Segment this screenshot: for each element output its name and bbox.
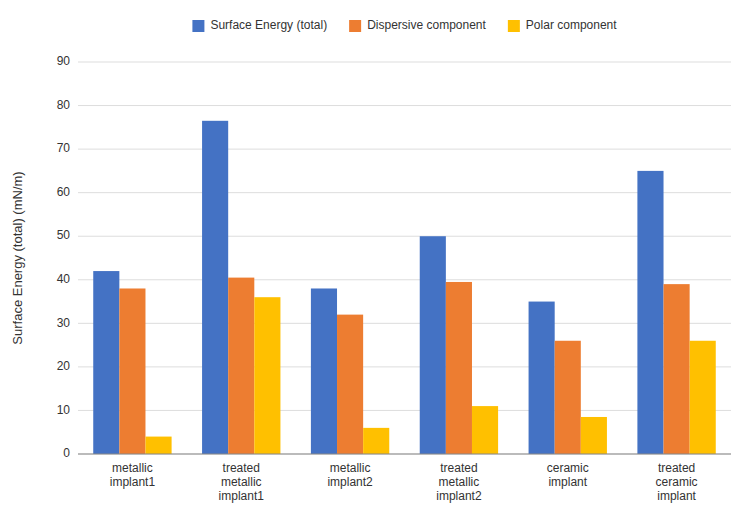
x-tick-label: metallicimplant2 [327, 461, 373, 489]
page: {"chart_data": {"type": "bar", "categori… [0, 0, 751, 532]
y-tick-label: 80 [57, 98, 71, 112]
y-tick-label: 10 [57, 403, 71, 417]
x-axis: metallicimplant1treatedmetallicimplant1m… [110, 461, 698, 503]
bar [363, 428, 389, 454]
y-tick-label: 0 [63, 446, 70, 460]
bar [202, 121, 228, 454]
x-tick-label-line: treated [440, 461, 477, 475]
grid-line [78, 454, 731, 455]
legend-swatch [192, 20, 204, 32]
x-tick-label-line: metallic [439, 475, 480, 489]
x-axis-line [78, 454, 731, 455]
x-tick-label-line: implant1 [219, 489, 265, 503]
bar [420, 236, 446, 454]
grid-line [78, 279, 731, 280]
bar [311, 288, 337, 454]
grid-line [78, 366, 731, 367]
bar [93, 271, 119, 454]
x-tick-label-line: implant2 [436, 489, 482, 503]
x-tick-label-line: implant2 [327, 475, 373, 489]
bar [472, 406, 498, 454]
x-tick-label: treatedmetallicimplant1 [219, 461, 265, 503]
y-tick-label: 70 [57, 141, 71, 155]
grid: 0 10 20 30 40 50 60 70 80 90 [57, 54, 731, 460]
bar [228, 278, 254, 454]
grid-line [78, 410, 731, 411]
x-tick-label: treatedmetallicimplant2 [436, 461, 482, 503]
x-tick-label-line: metallic [221, 475, 262, 489]
bars [93, 121, 716, 454]
bar [664, 284, 690, 454]
y-tick-label: 40 [57, 272, 71, 286]
legend-label: Dispersive component [367, 18, 486, 32]
x-tick-label-line: implant1 [110, 475, 156, 489]
x-tick-label: metallicimplant1 [110, 461, 156, 489]
legend-label: Polar component [526, 18, 617, 32]
y-tick-label: 30 [57, 316, 71, 330]
bar [637, 171, 663, 454]
x-tick-label-line: treated [658, 461, 695, 475]
grid-line [78, 323, 731, 324]
legend-item: Polar component [508, 18, 617, 32]
y-tick-label: 20 [57, 359, 71, 373]
grid-line [78, 149, 731, 150]
x-tick-label: treatedceramicimplant [656, 461, 698, 503]
y-axis-label: Surface Energy (total) (mN/m) [10, 171, 25, 344]
grid-line [78, 62, 731, 63]
x-tick-label-line: ceramic [656, 475, 698, 489]
x-tick-label: ceramicimplant [547, 461, 589, 489]
grid-line [78, 105, 731, 106]
x-tick-label-line: ceramic [547, 461, 589, 475]
bar [337, 315, 363, 454]
bar [446, 282, 472, 454]
chart: 0102030405060708090metallicimplant1treat… [0, 0, 751, 532]
x-tick-label-line: treated [223, 461, 260, 475]
legend-swatch [508, 20, 520, 32]
y-tick-label: 50 [57, 228, 71, 242]
grid-line [78, 192, 731, 193]
grid-line [78, 236, 731, 237]
bar [119, 288, 145, 454]
legend-item: Dispersive component [349, 18, 486, 32]
bar [581, 417, 607, 454]
bar [145, 437, 171, 454]
x-tick-label-line: metallic [330, 461, 371, 475]
bar [555, 341, 581, 454]
bar [254, 297, 280, 454]
x-tick-label-line: metallic [112, 461, 153, 475]
y-tick-label: 90 [57, 54, 71, 68]
legend-item: Surface Energy (total) [192, 18, 327, 32]
y-tick-label: 60 [57, 185, 71, 199]
legend-label: Surface Energy (total) [210, 18, 327, 32]
bar [529, 302, 555, 454]
x-tick-label-line: implant [657, 489, 696, 503]
x-tick-label-line: implant [548, 475, 587, 489]
bar [690, 341, 716, 454]
legend: Surface Energy (total) Dispersive compone… [192, 18, 617, 32]
legend-swatch [349, 20, 361, 32]
